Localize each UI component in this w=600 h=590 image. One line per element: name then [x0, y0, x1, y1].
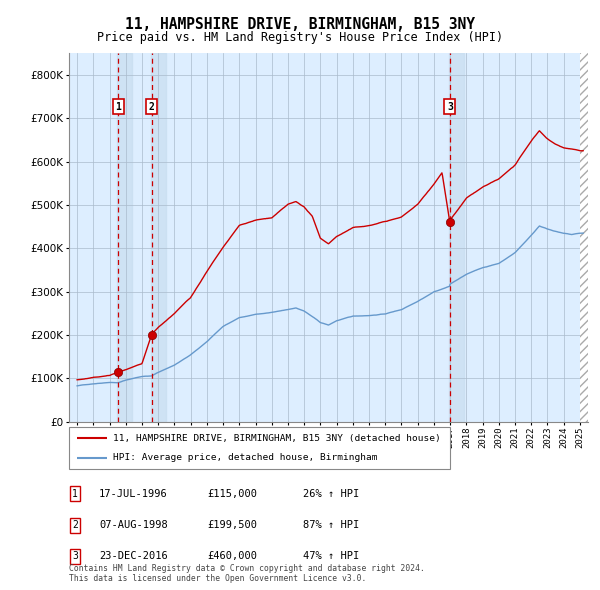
Text: 47% ↑ HPI: 47% ↑ HPI	[303, 552, 359, 561]
Text: 3: 3	[72, 552, 78, 561]
Bar	[580, 53, 588, 422]
FancyBboxPatch shape	[69, 427, 450, 469]
Text: £115,000: £115,000	[207, 489, 257, 499]
Text: 2: 2	[72, 520, 78, 530]
Text: 1: 1	[115, 101, 121, 112]
Text: 07-AUG-1998: 07-AUG-1998	[99, 520, 168, 530]
Text: 26% ↑ HPI: 26% ↑ HPI	[303, 489, 359, 499]
Text: 11, HAMPSHIRE DRIVE, BIRMINGHAM, B15 3NY: 11, HAMPSHIRE DRIVE, BIRMINGHAM, B15 3NY	[125, 17, 475, 31]
Text: HPI: Average price, detached house, Birmingham: HPI: Average price, detached house, Birm…	[113, 453, 377, 462]
Bar	[151, 53, 166, 422]
Text: 23-DEC-2016: 23-DEC-2016	[99, 552, 168, 561]
Text: 2: 2	[149, 101, 155, 112]
Text: 87% ↑ HPI: 87% ↑ HPI	[303, 520, 359, 530]
Text: 3: 3	[447, 101, 453, 112]
Bar	[449, 53, 464, 422]
Text: £460,000: £460,000	[207, 552, 257, 561]
Text: 17-JUL-1996: 17-JUL-1996	[99, 489, 168, 499]
Text: Price paid vs. HM Land Registry's House Price Index (HPI): Price paid vs. HM Land Registry's House …	[97, 31, 503, 44]
Text: £199,500: £199,500	[207, 520, 257, 530]
Text: 1: 1	[72, 489, 78, 499]
Text: 11, HAMPSHIRE DRIVE, BIRMINGHAM, B15 3NY (detached house): 11, HAMPSHIRE DRIVE, BIRMINGHAM, B15 3NY…	[113, 434, 440, 442]
Bar	[118, 53, 132, 422]
Text: Contains HM Land Registry data © Crown copyright and database right 2024.
This d: Contains HM Land Registry data © Crown c…	[69, 563, 425, 583]
